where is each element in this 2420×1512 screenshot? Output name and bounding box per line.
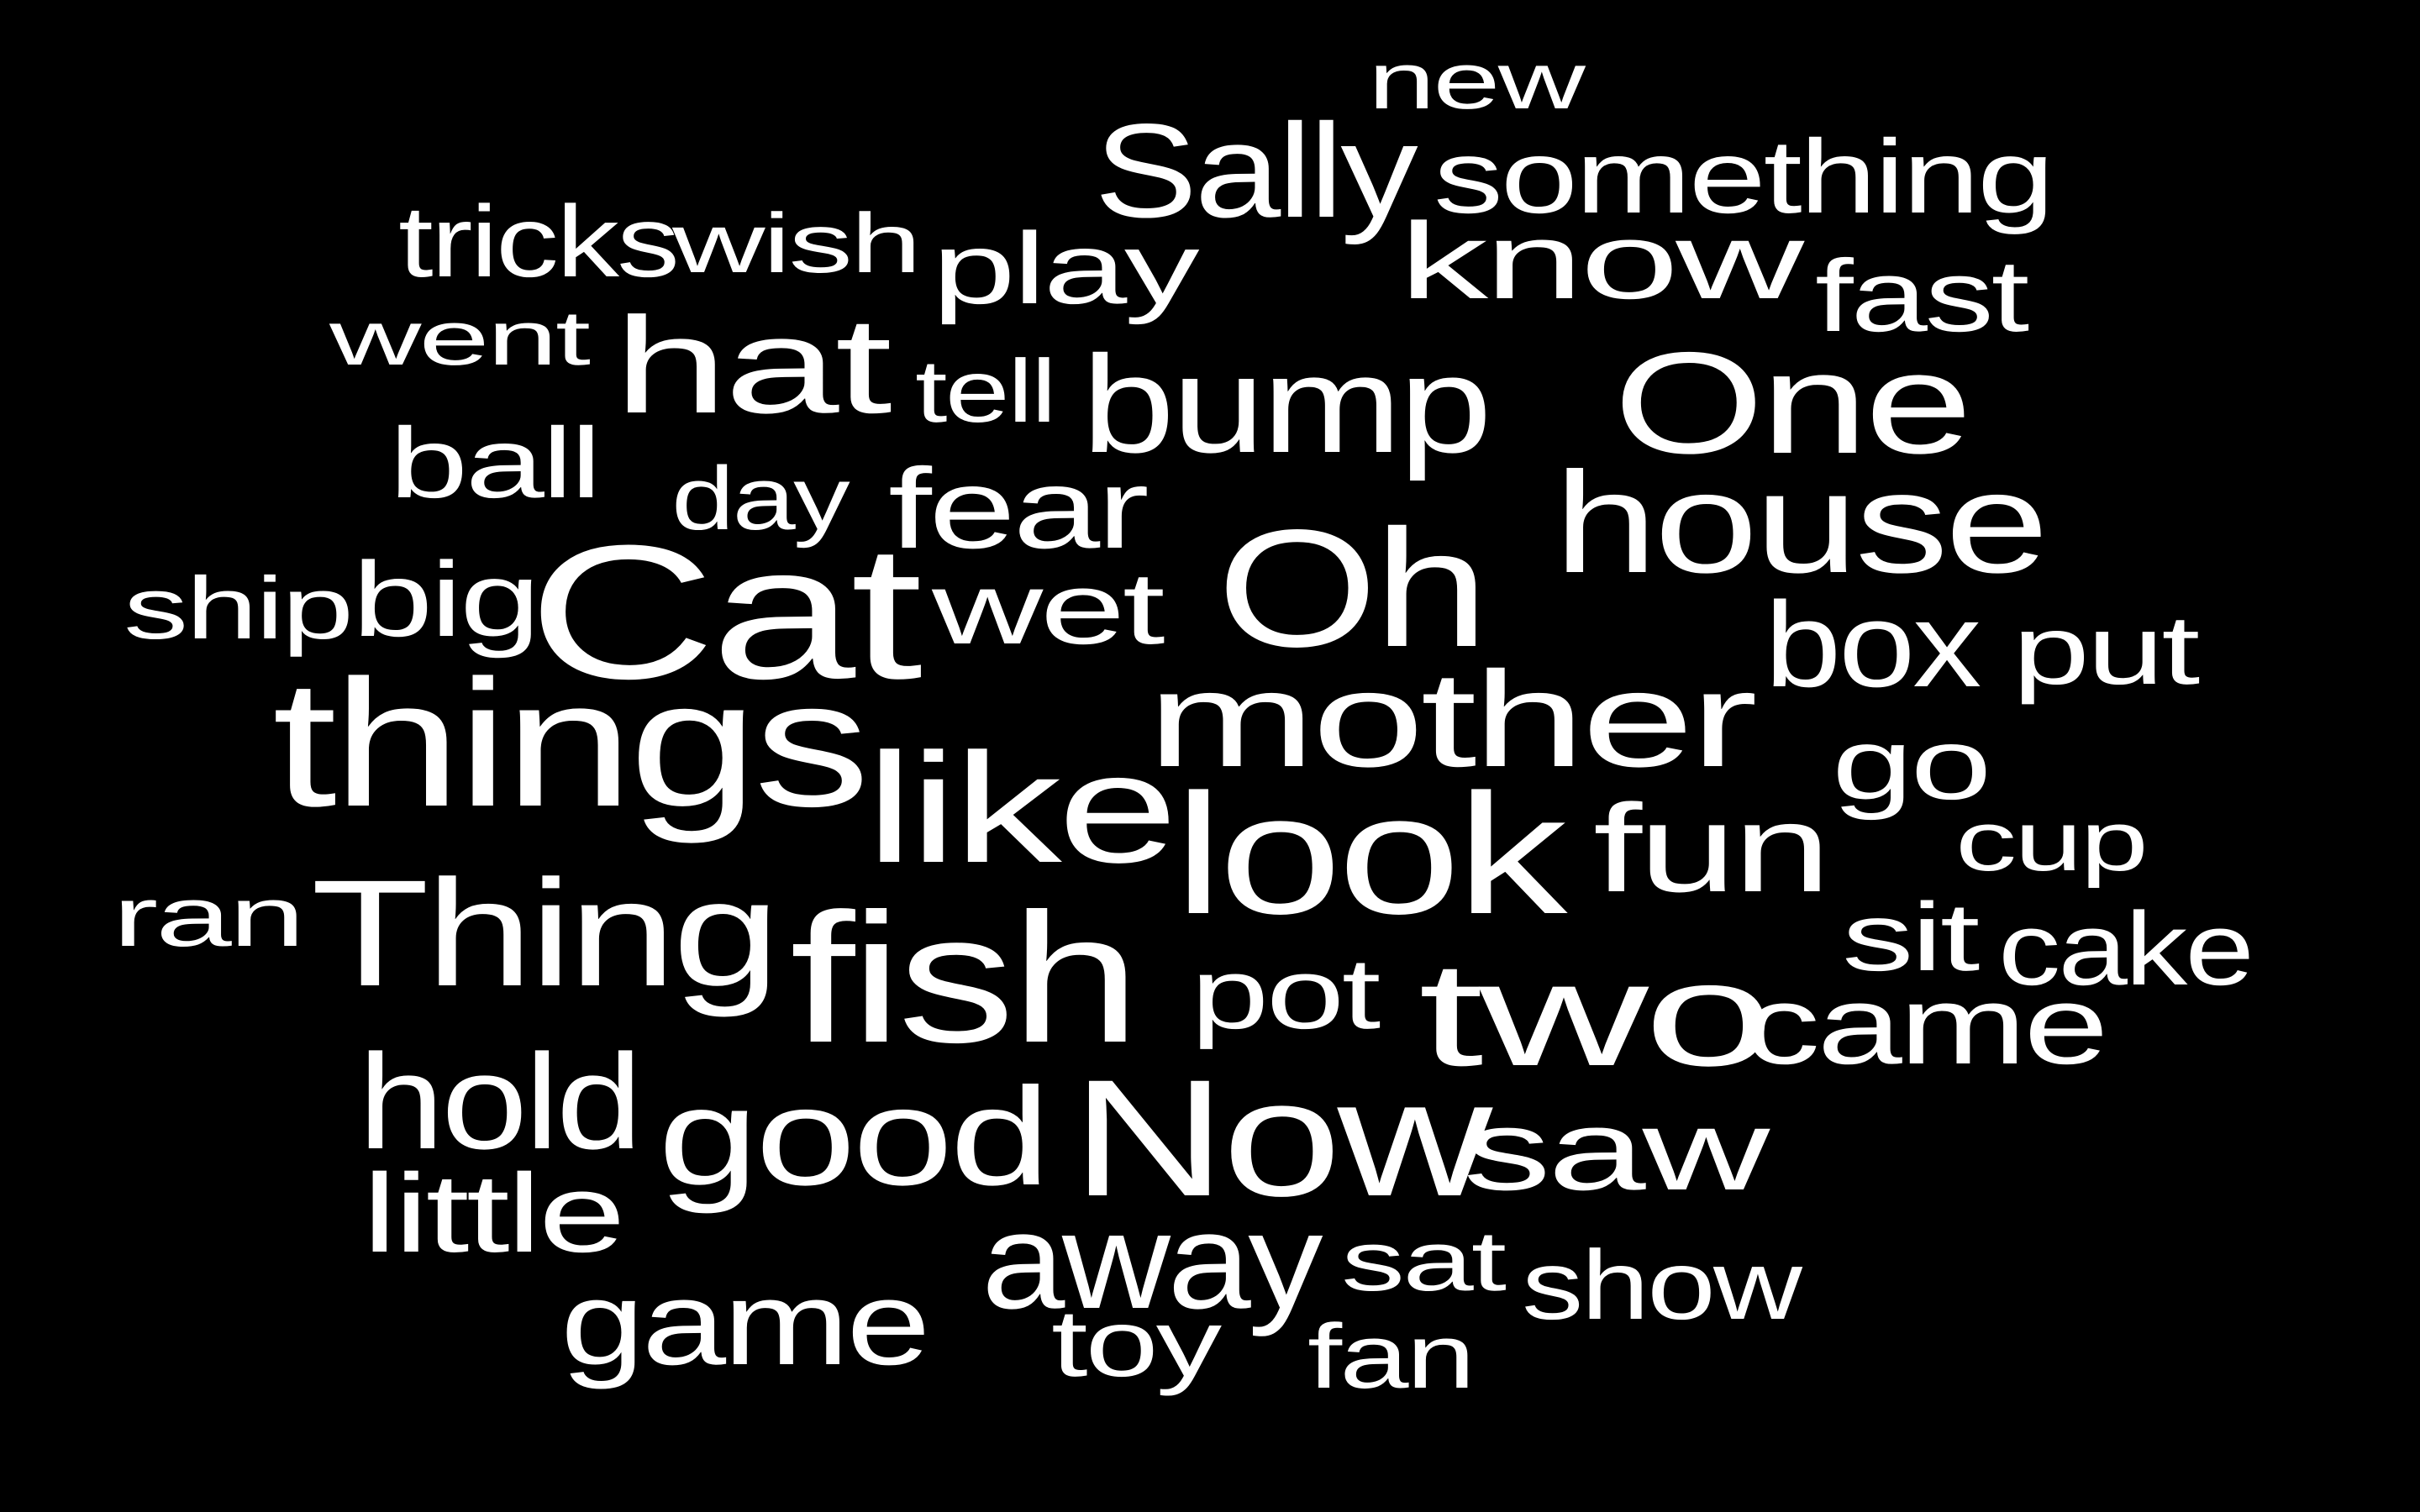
word-ball: ball [389, 407, 602, 519]
word-cake: cake [1998, 891, 2254, 1007]
word-show: show [1522, 1230, 1802, 1340]
word-cup: cup [1955, 794, 2149, 889]
word-oh: Oh [1217, 496, 1489, 682]
word-fear: fear [888, 444, 1150, 572]
word-fast: fast [1815, 239, 2029, 353]
word-cat: Cat [528, 507, 923, 719]
word-big: big [352, 540, 540, 659]
word-sit: sit [1842, 884, 1980, 991]
word-hold: hold [358, 1026, 643, 1178]
word-house: house [1554, 443, 2049, 603]
word-something: something [1434, 118, 2054, 235]
word-game: game [560, 1257, 931, 1390]
word-two: two [1418, 932, 1775, 1097]
word-mother: mother [1147, 644, 1758, 795]
word-wet: wet [932, 551, 1165, 665]
word-fan: fan [1307, 1305, 1476, 1408]
word-came: came [1744, 963, 2109, 1088]
word-tell: tell [915, 342, 1057, 441]
word-sat: sat [1341, 1214, 1507, 1309]
word-pot: pot [1191, 937, 1381, 1050]
word-wish: wish [672, 197, 922, 291]
word-bump: bump [1081, 327, 1492, 481]
word-look: look [1174, 759, 1567, 950]
word-ran: ran [113, 869, 305, 964]
word-go: go [1832, 707, 1991, 821]
word-fish: fish [790, 874, 1141, 1081]
word-saw: saw [1463, 1085, 1770, 1214]
word-ship: ship [124, 559, 354, 658]
word-now: Now [1071, 1045, 1492, 1231]
word-toy: toy [1051, 1290, 1222, 1397]
word-things: things [272, 643, 871, 844]
word-like: like [865, 722, 1178, 895]
word-thing: Thing [311, 849, 781, 1018]
word-play: play [932, 212, 1200, 325]
word-box: box [1765, 577, 1981, 712]
word-hat: hat [613, 290, 892, 442]
word-sally: Sally [1094, 96, 1418, 245]
word-fun: fun [1593, 778, 1831, 918]
word-away: away [981, 1185, 1323, 1337]
word-tricks: tricks [398, 185, 680, 298]
word-one: One [1613, 323, 1973, 484]
word-know: know [1399, 201, 1804, 322]
word-put: put [2012, 595, 2200, 705]
word-good: good [658, 1059, 1050, 1215]
word-new: new [1368, 36, 1586, 126]
word-day: day [671, 448, 850, 549]
word-little: little [362, 1152, 626, 1276]
word-went: went [329, 295, 591, 381]
